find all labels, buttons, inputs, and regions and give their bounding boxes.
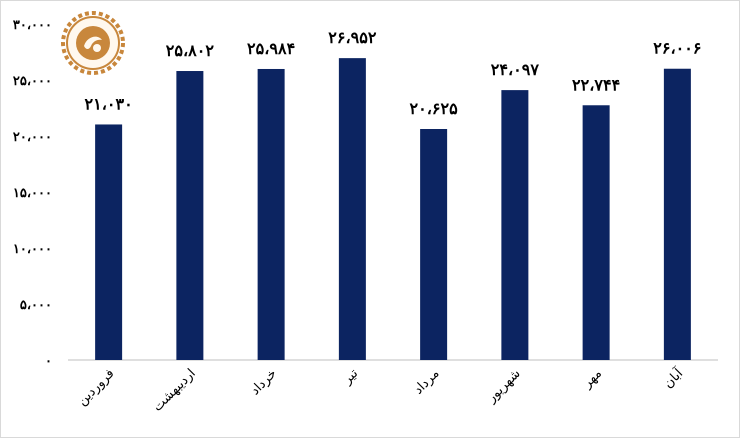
x-tick-label: آبان [660, 364, 688, 392]
bar [257, 68, 285, 361]
bar [176, 71, 204, 360]
x-tick-label: خرداد [248, 366, 280, 398]
gear-icon [61, 11, 125, 75]
bar [582, 105, 610, 360]
y-tick-label: ۲۵،۰۰۰ [13, 74, 52, 89]
x-tick-label: فروردین [75, 366, 118, 409]
bar [420, 129, 448, 360]
bar [338, 58, 366, 360]
y-tick-label: ۱۰،۰۰۰ [13, 242, 52, 257]
x-tick-label: مهر [579, 366, 605, 392]
bar [663, 68, 691, 361]
x-tick-label: تیر [339, 366, 361, 388]
data-label: ۲۲،۷۴۴ [572, 75, 620, 94]
y-tick-label: ۵،۰۰۰ [20, 298, 52, 313]
data-label: ۲۰،۶۲۵ [410, 99, 459, 118]
y-tick-label: ۰ [45, 354, 52, 369]
data-label: ۲۵،۸۰۲ [166, 41, 215, 60]
y-tick-label: ۳۰،۰۰۰ [13, 18, 52, 33]
x-tick-label: اردیبهشت [150, 366, 198, 414]
data-label: ۲۴،۰۹۷ [491, 60, 540, 79]
data-label: ۲۱،۰۳۰ [85, 94, 133, 113]
y-tick-label: ۲۰،۰۰۰ [13, 130, 52, 145]
gear-seal-logo [61, 11, 125, 75]
bar [95, 124, 123, 361]
bar [501, 90, 529, 361]
data-label: ۲۶،۰۰۶ [653, 39, 701, 58]
x-tick-label: مرداد [411, 366, 442, 397]
data-label: ۲۶،۹۵۲ [328, 28, 377, 47]
x-tick-label: شهریور [484, 366, 524, 406]
y-tick-label: ۱۵،۰۰۰ [13, 186, 52, 201]
data-label: ۲۵،۹۸۴ [247, 39, 295, 58]
